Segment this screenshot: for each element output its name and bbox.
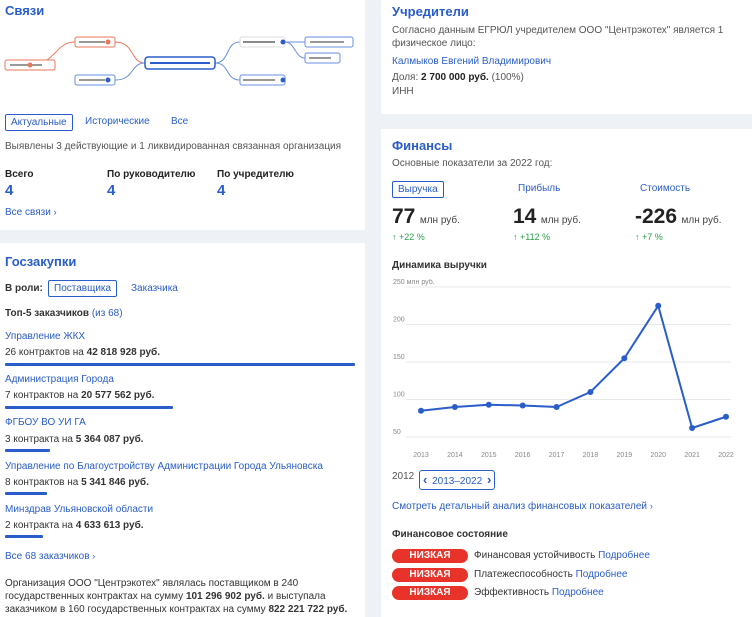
links-graph [4, 36, 354, 86]
top-customers-label: Топ-5 заказчиков (из 68) [5, 308, 123, 319]
state-row: Финансовая устойчивость Подробнее [474, 550, 650, 561]
chevron-right-icon: › [649, 501, 653, 511]
role-label: В роли: [5, 283, 43, 294]
procurement-title: Госзакупки [5, 254, 77, 269]
state-row: Платежеспособность Подробнее [474, 569, 628, 580]
founders-card: Учредители Согласно данным ЕГРЮЛ учредит… [381, 0, 752, 114]
customer-name[interactable]: Управление ЖКХ [5, 331, 86, 342]
data-point [418, 407, 424, 414]
metric-profit: 14 млн руб. ↑ +112 % [513, 205, 581, 242]
customer-contracts: 7 контрактов на 20 577 562 руб. [5, 390, 155, 401]
status-badge: НИЗКАЯ [392, 586, 468, 600]
finance-subtitle: Основные показатели за 2022 год: [392, 158, 553, 169]
customer-share-bar [5, 406, 173, 409]
series-line [420, 304, 727, 429]
founders-title: Учредители [392, 4, 469, 19]
x-tick-label: 2021 [684, 452, 700, 459]
y-tick-label: 150 [393, 354, 405, 361]
role-customer-tab[interactable]: Заказчика [131, 283, 178, 294]
founder-name-link[interactable]: Калмыков Евгений Владимирович [392, 56, 552, 67]
data-point [723, 413, 729, 420]
customer-name[interactable]: Минздрав Ульяновской области [5, 504, 154, 515]
data-point [689, 425, 696, 431]
founder-inn: ИНН [392, 86, 414, 97]
more-link[interactable]: Подробнее [551, 587, 604, 598]
customer-contracts: 3 контракта на 5 364 087 руб. [5, 434, 144, 445]
chevron-right-icon: › [53, 207, 57, 217]
customer-contracts: 2 контракта на 4 633 613 руб. [5, 520, 144, 531]
range-start-label: 2012 [392, 471, 415, 482]
customer-contracts: 8 контрактов на 5 341 846 руб. [5, 477, 149, 488]
x-tick-label: 2019 [617, 452, 633, 459]
tab-actual[interactable]: Актуальные [5, 114, 73, 131]
all-links-link[interactable]: Все связи › [5, 207, 57, 218]
revenue-chart: 250 млн руб. 200 150 100 50 2013 2014 2015 2016 2… [393, 279, 734, 459]
x-tick-label: 2022 [718, 452, 734, 459]
customer-contracts: 26 контрактов на 42 818 928 руб. [5, 347, 160, 358]
data-point [621, 355, 628, 362]
x-tick-label: 2015 [481, 452, 497, 459]
range-label: 2013–2022 [432, 476, 483, 487]
all-customers-link[interactable]: Все 68 заказчиков › [5, 551, 96, 562]
y-tick-label: 100 [393, 392, 405, 399]
procurement-card: Госзакупки В роли: Поставщика Заказчика … [0, 243, 365, 617]
x-tick-label: 2018 [583, 452, 599, 459]
data-point [451, 404, 458, 410]
x-tick-label: 2013 [413, 452, 429, 459]
financial-state-title: Финансовое состояние [392, 529, 508, 540]
chevron-left-icon[interactable]: ‹ [423, 472, 428, 487]
tab-revenue[interactable]: Выручка [392, 181, 444, 198]
chevron-right-icon: › [92, 551, 96, 561]
procurement-summary: Организация ООО "Центрэкотех" являлась п… [5, 578, 348, 615]
x-tick-label: 2020 [650, 452, 666, 459]
founder-share: Доля: 2 700 000 руб. (100%) [392, 72, 524, 83]
customer-share-bar [5, 363, 355, 366]
data-point [519, 402, 526, 409]
finance-title: Финансы [392, 138, 453, 153]
x-tick-label: 2017 [549, 452, 565, 459]
more-link[interactable]: Подробнее [598, 550, 650, 561]
y-tick-label: 50 [393, 429, 401, 436]
stat-total: Всего 4 [5, 169, 34, 199]
status-badge: НИЗКАЯ [392, 568, 468, 582]
metric-value: -226 млн руб. ↑ +7 % [635, 205, 722, 242]
customer-share-bar [5, 492, 47, 495]
tab-all[interactable]: Все [171, 116, 189, 127]
state-row: Эффективность Подробнее [474, 587, 604, 598]
tab-historical[interactable]: Исторические [85, 116, 150, 127]
y-tick-label: 200 [393, 317, 405, 324]
x-tick-label: 2016 [515, 452, 531, 459]
status-badge: НИЗКАЯ [392, 549, 468, 563]
role-supplier-tab[interactable]: Поставщика [48, 280, 118, 297]
finance-card: Финансы Основные показатели за 2022 год:… [381, 129, 752, 617]
metric-revenue: 77 млн руб. ↑ +22 % [392, 205, 460, 242]
founders-text: Согласно данным ЕГРЮЛ учредителем ООО "Ц… [392, 25, 724, 49]
range-control[interactable]: ‹ 2013–2022 › [419, 470, 496, 490]
customer-name[interactable]: Администрация Города [5, 374, 114, 385]
links-description: Выявлены 3 действующие и 1 ликвидированн… [5, 141, 342, 152]
customer-name[interactable]: Управление по Благоустройству Администра… [5, 461, 323, 472]
data-point [655, 302, 662, 309]
x-tick-label: 2014 [447, 452, 463, 459]
stat-by-director: По руководителю 4 [107, 169, 196, 199]
customer-share-bar [5, 535, 43, 538]
stat-by-founder: По учредителю 4 [217, 169, 294, 199]
customer-share-bar [5, 449, 50, 452]
detail-analysis-link[interactable]: Смотреть детальный анализ финансовых пок… [392, 501, 653, 512]
top-customers-count[interactable]: (из 68) [91, 308, 123, 319]
range-selector: 2012 [392, 471, 414, 482]
customer-name[interactable]: ФГБОУ ВО УИ ГА [5, 417, 86, 428]
data-point [485, 401, 492, 408]
data-point [587, 389, 594, 395]
tab-profit[interactable]: Прибыль [518, 183, 561, 194]
data-point [553, 404, 560, 410]
more-link[interactable]: Подробнее [575, 569, 628, 580]
chart-title: Динамика выручки [392, 260, 487, 271]
y-tick-label: 250 млн руб. [393, 279, 435, 286]
chevron-right-icon[interactable]: › [486, 472, 492, 487]
links-card: Связи Актуальные Исторические Все Выявле… [0, 0, 365, 230]
tab-value[interactable]: Стоимость [640, 183, 691, 194]
links-title: Связи [5, 3, 45, 18]
